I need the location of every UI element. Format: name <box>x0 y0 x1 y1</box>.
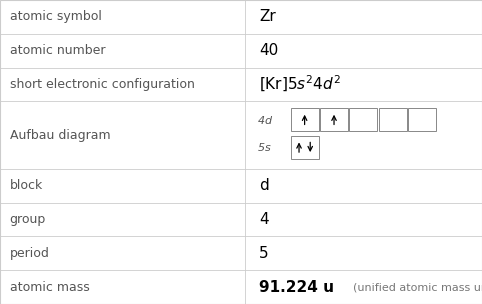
Bar <box>320 108 348 131</box>
Text: 4$d$: 4$d$ <box>257 114 273 126</box>
Text: 4: 4 <box>259 212 269 227</box>
Text: period: period <box>10 247 50 260</box>
Text: Aufbau diagram: Aufbau diagram <box>10 129 110 142</box>
Text: group: group <box>10 213 46 226</box>
Text: 5: 5 <box>259 246 269 261</box>
Text: 5$s$: 5$s$ <box>257 141 271 153</box>
Text: atomic number: atomic number <box>10 44 105 57</box>
Text: atomic symbol: atomic symbol <box>10 10 102 23</box>
Bar <box>291 136 319 159</box>
Bar <box>349 108 377 131</box>
Text: [Kr]5$s^2$4$d^2$: [Kr]5$s^2$4$d^2$ <box>259 74 341 95</box>
Bar <box>408 108 436 131</box>
Text: atomic mass: atomic mass <box>10 281 89 294</box>
Text: (unified atomic mass units): (unified atomic mass units) <box>353 282 482 292</box>
Text: 91.224 u: 91.224 u <box>259 280 335 295</box>
Bar <box>379 108 407 131</box>
Text: short electronic configuration: short electronic configuration <box>10 78 195 91</box>
Text: Zr: Zr <box>259 9 276 24</box>
Text: d: d <box>259 178 269 193</box>
Bar <box>291 108 319 131</box>
Text: block: block <box>10 179 43 192</box>
Text: 40: 40 <box>259 43 279 58</box>
